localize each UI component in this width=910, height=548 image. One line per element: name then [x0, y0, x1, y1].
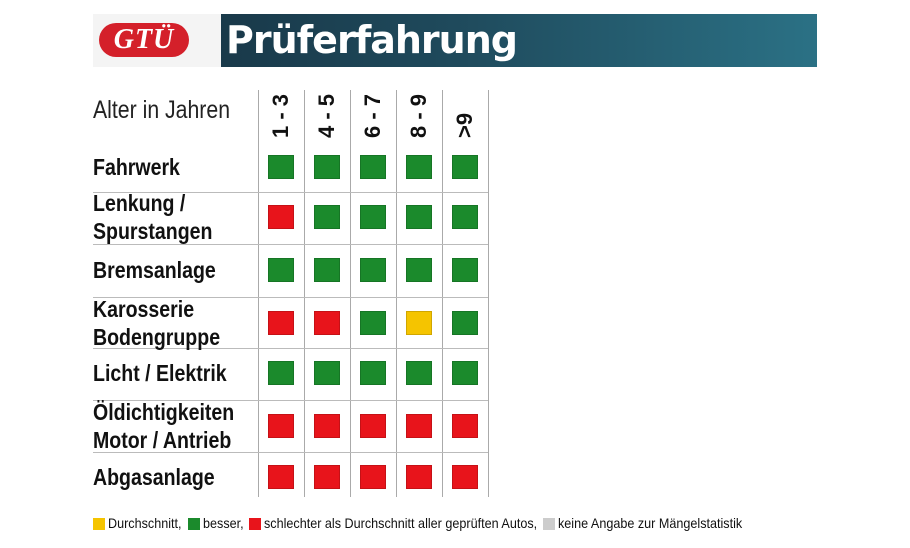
status-cell [314, 361, 340, 385]
status-cell [360, 311, 386, 335]
row-divider [93, 348, 488, 349]
logo-text: GTÜ [99, 23, 189, 57]
row-divider [93, 399, 488, 401]
title: Prüferfahrung [226, 18, 518, 62]
row-label: Öldichtigkeiten Motor / Antrieb [93, 399, 235, 453]
column-divider [488, 90, 489, 497]
column-divider [396, 90, 397, 497]
status-cell [406, 311, 432, 335]
logo: GTÜ [93, 14, 221, 67]
status-cell [360, 465, 386, 489]
status-cell [360, 155, 386, 179]
status-cell [314, 414, 340, 438]
status-cell [406, 414, 432, 438]
legend-swatch [249, 518, 262, 530]
status-cell [314, 465, 340, 489]
row-label: Lenkung / Spurstangen [93, 190, 213, 244]
status-cell [268, 258, 294, 282]
row-divider [93, 296, 488, 298]
row-divider [93, 192, 488, 193]
row-divider [93, 243, 488, 245]
legend-label: besser, [202, 515, 244, 531]
row-label: Karosserie Bodengruppe [93, 296, 221, 350]
status-cell [406, 361, 432, 385]
status-cell [406, 155, 432, 179]
status-cell [268, 465, 294, 489]
column-header: 8 - 9 [406, 93, 431, 138]
status-cell [268, 155, 294, 179]
status-cell [360, 361, 386, 385]
legend-label: schlechter als Durchschnitt aller geprüf… [264, 515, 538, 531]
status-cell [452, 414, 478, 438]
column-header: 4 - 5 [314, 93, 339, 138]
row-divider [93, 451, 488, 453]
column-divider [304, 90, 305, 497]
row-label: Abgasanlage [93, 464, 215, 490]
status-cell [360, 205, 386, 229]
legend-swatch [187, 518, 200, 530]
status-cell [360, 414, 386, 438]
status-cell [314, 258, 340, 282]
legend-label: keine Angabe zur Mängelstatistik [558, 515, 743, 531]
status-cell [268, 205, 294, 229]
status-cell [452, 155, 478, 179]
status-cell [268, 414, 294, 438]
row-label: Bremsanlage [93, 257, 216, 283]
status-cell [452, 465, 478, 489]
column-divider [258, 90, 259, 497]
status-cell [452, 361, 478, 385]
axis-label: Alter in Jahren [93, 96, 231, 124]
row-label: Licht / Elektrik [93, 360, 227, 386]
column-divider [442, 90, 443, 497]
legend-label: Durchschnitt, [108, 515, 182, 531]
column-divider [350, 90, 351, 497]
status-cell [360, 258, 386, 282]
status-cell [406, 465, 432, 489]
status-cell [452, 258, 478, 282]
status-cell [314, 311, 340, 335]
status-cell [452, 205, 478, 229]
column-header: >9 [452, 112, 477, 138]
row-label: Fahrwerk [93, 154, 180, 180]
column-header: 1 - 3 [268, 93, 293, 138]
status-cell [268, 361, 294, 385]
legend-swatch [93, 518, 105, 530]
status-cell [314, 205, 340, 229]
status-cell [452, 311, 478, 335]
status-cell [406, 205, 432, 229]
column-header: 6 - 7 [360, 93, 385, 138]
status-cell [406, 258, 432, 282]
legend-swatch [543, 518, 556, 530]
status-cell [314, 155, 340, 179]
status-cell [268, 311, 294, 335]
